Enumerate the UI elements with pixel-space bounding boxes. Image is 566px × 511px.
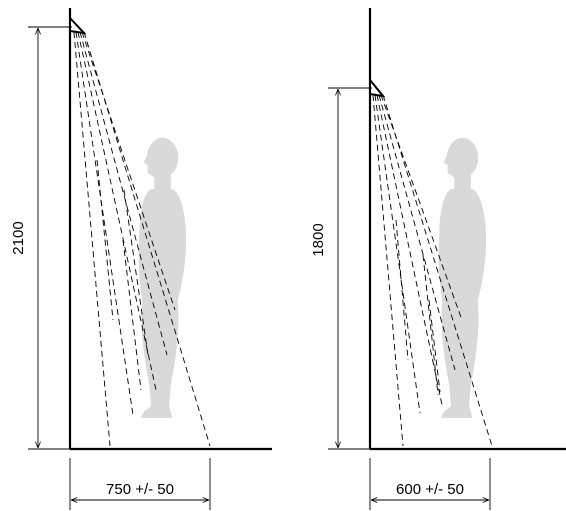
spray-pattern bbox=[372, 94, 493, 447]
distance-dimension: 600 +/- 50 bbox=[369, 458, 491, 510]
height-label: 1800 bbox=[310, 223, 327, 256]
distance-label: 750 +/- 50 bbox=[106, 481, 174, 498]
distance-dimension: 750 +/- 50 bbox=[69, 458, 211, 510]
spray-pattern bbox=[73, 31, 211, 447]
height-dimension: 2100 bbox=[10, 26, 72, 450]
diagram-left: 2100 750 +/- 50 bbox=[10, 8, 272, 510]
shower-head-icon bbox=[69, 15, 87, 35]
height-label: 2100 bbox=[10, 221, 27, 254]
diagram-right: 1800 600 +/- 50 bbox=[310, 8, 566, 510]
person-silhouette-icon bbox=[438, 137, 487, 418]
distance-label: 600 +/- 50 bbox=[396, 481, 464, 498]
height-dimension: 1800 bbox=[310, 87, 372, 450]
shower-head-icon bbox=[369, 77, 386, 98]
